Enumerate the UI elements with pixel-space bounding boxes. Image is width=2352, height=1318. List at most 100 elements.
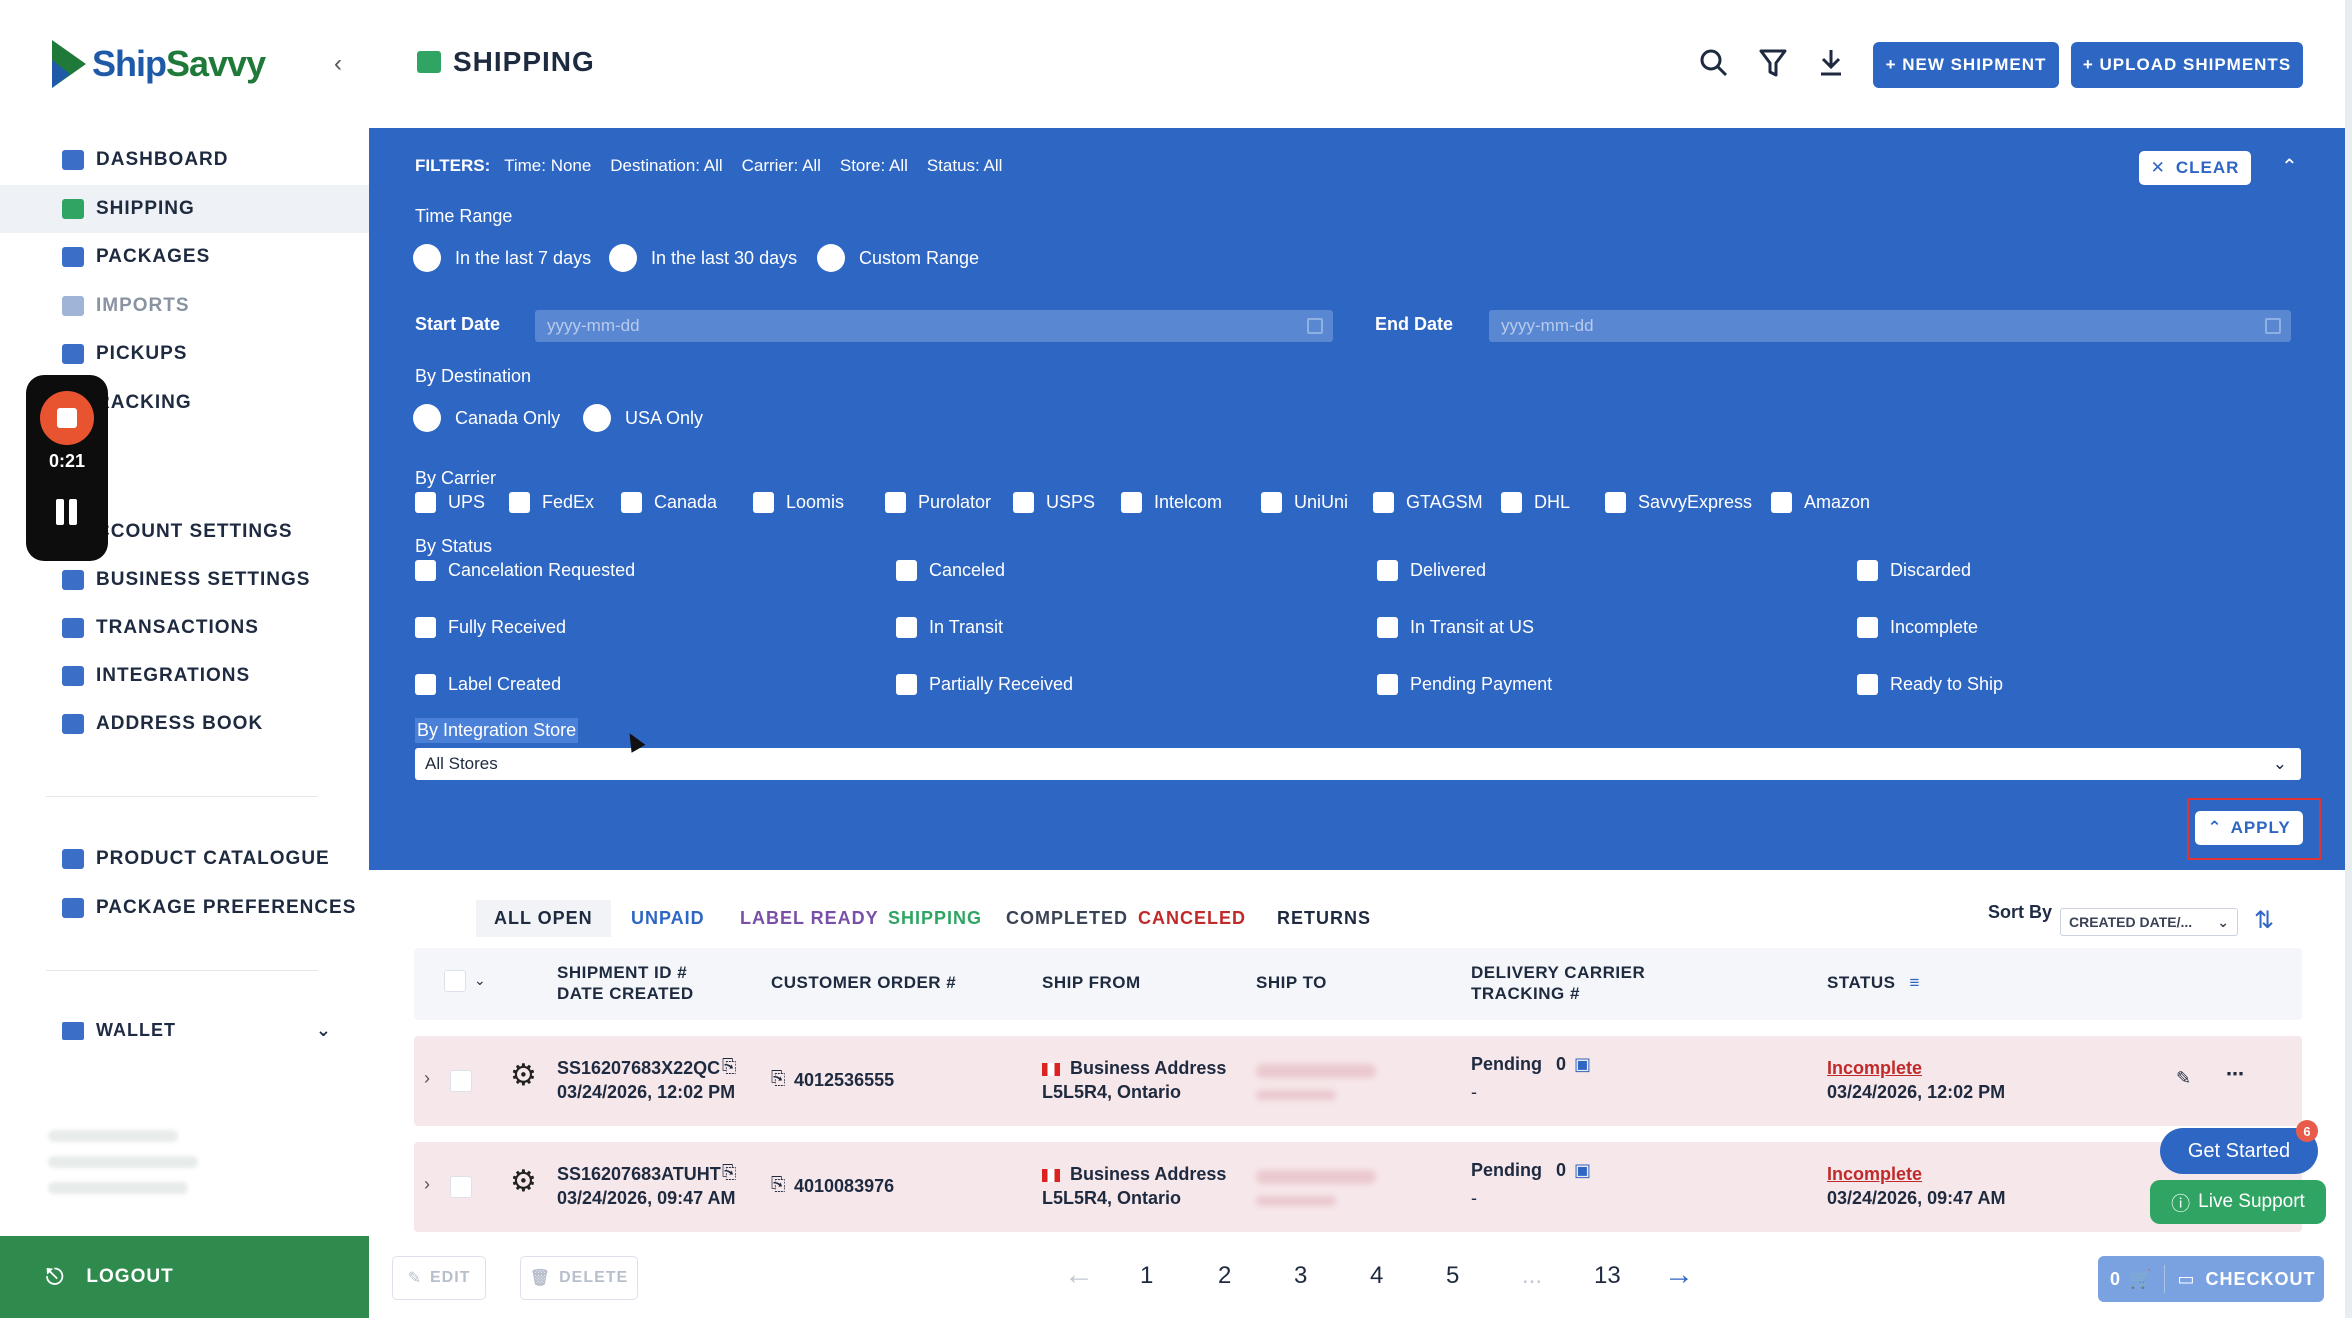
copy-icon[interactable]: ⎘: [771, 1068, 786, 1088]
tab-completed[interactable]: COMPLETED: [1006, 908, 1129, 928]
checkbox[interactable]: [885, 492, 906, 513]
gear-icon[interactable]: ⚙: [510, 1059, 537, 1092]
header-customer-order[interactable]: CUSTOMER ORDER #: [771, 973, 957, 992]
copy-icon[interactable]: ⎘: [722, 1056, 737, 1076]
sidebar-item-integrations[interactable]: INTEGRATIONS: [0, 652, 369, 700]
chevron-up-icon[interactable]: ⌃: [2281, 156, 2298, 178]
header-ship-to[interactable]: SHIP TO: [1256, 973, 1327, 992]
status-option-pending-payment[interactable]: Pending Payment: [1377, 674, 1552, 695]
sort-by-select[interactable]: CREATED DATE/... ⌄: [2060, 908, 2238, 936]
destination-option-usa[interactable]: USA Only: [583, 404, 703, 432]
radio-button[interactable]: [817, 244, 845, 272]
tab-label-ready[interactable]: LABEL READY: [740, 908, 879, 928]
sidebar-item-product-catalogue[interactable]: PRODUCT CATALOGUE: [0, 834, 369, 883]
time-option-7-days[interactable]: In the last 7 days: [413, 244, 591, 272]
carrier-option-amazon[interactable]: Amazon: [1771, 492, 1870, 513]
checkbox[interactable]: [509, 492, 530, 513]
tab-returns[interactable]: RETURNS: [1277, 908, 1372, 928]
checkbox[interactable]: [1605, 492, 1626, 513]
download-icon[interactable]: [1817, 48, 1845, 85]
wallet-toggle[interactable]: WALLET ⌄: [62, 1020, 332, 1041]
header-delivery-carrier[interactable]: DELIVERY CARRIER TRACKING #: [1471, 963, 1646, 1003]
page-3[interactable]: 3: [1294, 1262, 1308, 1289]
status-option-label-created[interactable]: Label Created: [415, 674, 561, 695]
table-row[interactable]: › ⚙ SS16207683X22QC ⎘ 03/24/2026, 12:02 PM ⎘ 4…: [414, 1036, 2302, 1126]
upload-shipments-button[interactable]: + UPLOAD SHIPMENTS: [2071, 42, 2303, 88]
status-option-cancelation-requested[interactable]: Cancelation Requested: [415, 560, 635, 581]
sidebar-item-imports[interactable]: IMPORTS: [0, 282, 369, 331]
end-date-input[interactable]: yyyy-mm-dd: [1489, 310, 2291, 342]
time-option-custom[interactable]: Custom Range: [817, 244, 979, 272]
stop-recording-icon[interactable]: [40, 391, 94, 445]
sidebar-item-transactions[interactable]: TRANSACTIONS: [0, 604, 369, 652]
page-13[interactable]: 13: [1594, 1262, 1621, 1289]
sidebar-item-package-preferences[interactable]: PACKAGE PREFERENCES: [0, 883, 369, 932]
row-checkbox[interactable]: [450, 1176, 472, 1198]
checkbox[interactable]: [896, 674, 917, 695]
status-option-ready-to-ship[interactable]: Ready to Ship: [1857, 674, 2003, 695]
more-options-icon[interactable]: ⋯: [2226, 1064, 2244, 1084]
carrier-option-purolator[interactable]: Purolator: [885, 492, 991, 513]
sort-order-icon[interactable]: ⇅: [2254, 907, 2275, 934]
sidebar-item-packages[interactable]: PACKAGES: [0, 233, 369, 282]
header-shipment-id[interactable]: SHIPMENT ID # DATE CREATED: [557, 963, 694, 1003]
checkbox[interactable]: [1377, 617, 1398, 638]
package-icon[interactable]: ▣: [1574, 1054, 1592, 1074]
tab-shipping[interactable]: SHIPPING: [888, 908, 983, 928]
page-5[interactable]: 5: [1446, 1262, 1460, 1289]
sidebar-item-pickups[interactable]: PICKUPS: [0, 330, 369, 379]
apply-button[interactable]: ⌃ APPLY: [2195, 811, 2303, 845]
checkbox[interactable]: [415, 617, 436, 638]
filter-icon[interactable]: [1759, 48, 1787, 85]
pencil-icon[interactable]: ✎: [2176, 1068, 2192, 1088]
start-date-input[interactable]: yyyy-mm-dd: [535, 310, 1333, 342]
get-started-button[interactable]: Get Started: [2160, 1128, 2318, 1174]
carrier-option-dhl[interactable]: DHL: [1501, 492, 1570, 513]
carrier-option-usps[interactable]: USPS: [1013, 492, 1095, 513]
sidebar-item-shipping[interactable]: SHIPPING: [0, 184, 369, 233]
row-checkbox[interactable]: [450, 1070, 472, 1092]
carrier-option-uniuni[interactable]: UniUni: [1261, 492, 1348, 513]
carrier-option-ups[interactable]: UPS: [415, 492, 485, 513]
page-2[interactable]: 2: [1218, 1262, 1232, 1289]
header-ship-from[interactable]: SHIP FROM: [1042, 973, 1141, 992]
checkbox[interactable]: [1857, 617, 1878, 638]
checkbox[interactable]: [1377, 674, 1398, 695]
status-option-fully-received[interactable]: Fully Received: [415, 617, 566, 638]
page-1[interactable]: 1: [1140, 1262, 1154, 1289]
shipment-id[interactable]: SS16207683ATUHT: [557, 1164, 721, 1184]
next-page-arrow-icon[interactable]: →: [1664, 1258, 1694, 1291]
status-option-partially-received[interactable]: Partially Received: [896, 674, 1073, 695]
checkbox[interactable]: [415, 492, 436, 513]
carrier-option-canada[interactable]: Canada: [621, 492, 717, 513]
sidebar-item-business-settings[interactable]: BUSINESS SETTINGS: [0, 556, 369, 604]
select-all-checkbox[interactable]: [444, 970, 466, 992]
checkbox[interactable]: [1121, 492, 1142, 513]
tab-all-open[interactable]: ALL OPEN: [476, 900, 611, 937]
copy-icon[interactable]: ⎘: [722, 1162, 737, 1182]
prev-page-arrow-icon[interactable]: ←: [1064, 1258, 1094, 1291]
chevron-down-icon[interactable]: ⌄: [474, 972, 486, 988]
package-icon[interactable]: ▣: [1574, 1160, 1592, 1180]
logout-button[interactable]: ⎋ LOGOUT: [0, 1236, 369, 1318]
checkbox[interactable]: [415, 674, 436, 695]
destination-option-canada[interactable]: Canada Only: [413, 404, 560, 432]
sidebar-item-address-book[interactable]: ADDRESS BOOK: [0, 700, 369, 748]
status-option-incomplete[interactable]: Incomplete: [1857, 617, 1978, 638]
carrier-option-fedex[interactable]: FedEx: [509, 492, 594, 513]
carrier-option-loomis[interactable]: Loomis: [753, 492, 844, 513]
gear-icon[interactable]: ⚙: [510, 1165, 537, 1198]
carrier-option-gtagsm[interactable]: GTAGSM: [1373, 492, 1483, 513]
live-support-button[interactable]: ⓘ Live Support: [2150, 1180, 2326, 1224]
header-status[interactable]: STATUS ≡: [1827, 973, 1920, 992]
checkbox[interactable]: [1377, 560, 1398, 581]
checkbox[interactable]: [753, 492, 774, 513]
filter-lines-icon[interactable]: ≡: [1909, 973, 1920, 992]
radio-button[interactable]: [583, 404, 611, 432]
carrier-option-intelcom[interactable]: Intelcom: [1121, 492, 1222, 513]
search-icon[interactable]: [1699, 48, 1729, 85]
checkbox[interactable]: [415, 560, 436, 581]
checkbox[interactable]: [1501, 492, 1522, 513]
chevron-left-icon[interactable]: ‹: [334, 50, 342, 77]
page-4[interactable]: 4: [1370, 1262, 1384, 1289]
